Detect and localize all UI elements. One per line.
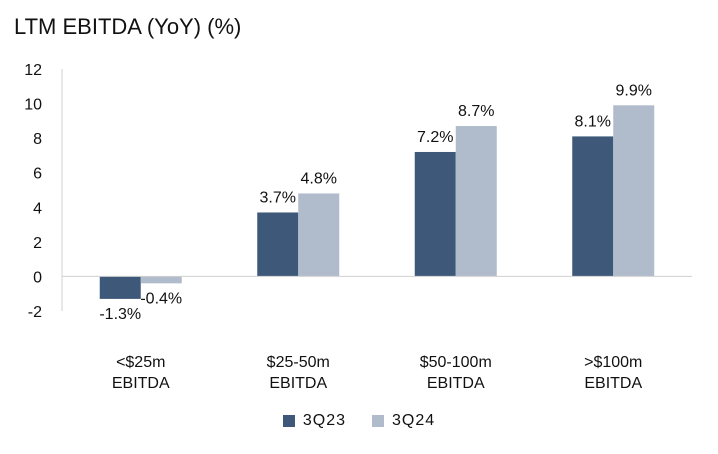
y-tick-label: 0 — [33, 269, 42, 286]
data-label: -0.4% — [140, 290, 182, 307]
legend-swatch-3q24 — [372, 415, 384, 427]
data-label: 7.2% — [417, 129, 453, 146]
legend-item-3q23: 3Q23 — [282, 412, 346, 430]
category-label: $50-100m — [420, 354, 492, 371]
legend-label-3q23: 3Q23 — [302, 412, 346, 429]
bar-3q24-3 — [613, 105, 655, 277]
bar-chart: 12 10 8 6 4 2 0 -2 -1.3%-0.4% <$25m EBITDA 3.7% 4.8%… — [24, 62, 692, 392]
y-tick-label: 6 — [33, 166, 42, 183]
bar-3q23-3 — [572, 136, 614, 277]
category-label: EBITDA — [269, 375, 327, 392]
y-tick-label: 12 — [24, 62, 42, 79]
y-tick-label: 8 — [33, 131, 42, 148]
legend-swatch-3q23 — [282, 415, 295, 427]
y-tick-label: 4 — [33, 200, 42, 217]
bar-3q24-2 — [455, 126, 497, 277]
chart-title: LTM EBITDA (YoY) (%) — [14, 14, 242, 39]
data-label: 4.8% — [301, 170, 337, 187]
y-tick-label: 2 — [33, 235, 42, 252]
category-label: $25-50m — [267, 354, 330, 371]
data-label: 9.9% — [616, 82, 652, 99]
data-label: 3.7% — [260, 189, 296, 206]
category-label: EBITDA — [112, 375, 170, 392]
bar-3q23-1 — [257, 212, 299, 277]
bar-3q24-1 — [298, 193, 340, 277]
category-label: <$25m — [116, 354, 165, 371]
data-label: 8.7% — [458, 103, 494, 120]
legend-item-3q24: 3Q24 — [372, 412, 435, 430]
category-label: EBITDA — [427, 375, 485, 392]
y-tick-label: 10 — [24, 97, 42, 114]
legend: 3Q23 3Q24 — [0, 412, 718, 430]
category-label: EBITDA — [584, 375, 642, 392]
data-label: -1.3% — [99, 306, 141, 323]
bar-3q24-0 — [140, 276, 182, 284]
category-label: >$100m — [584, 354, 642, 371]
legend-label-3q24: 3Q24 — [392, 412, 436, 429]
bar-3q23-2 — [414, 151, 456, 277]
y-tick-label: -2 — [28, 304, 42, 321]
data-label: 8.1% — [575, 113, 611, 130]
bar-3q23-0 — [99, 276, 141, 299]
